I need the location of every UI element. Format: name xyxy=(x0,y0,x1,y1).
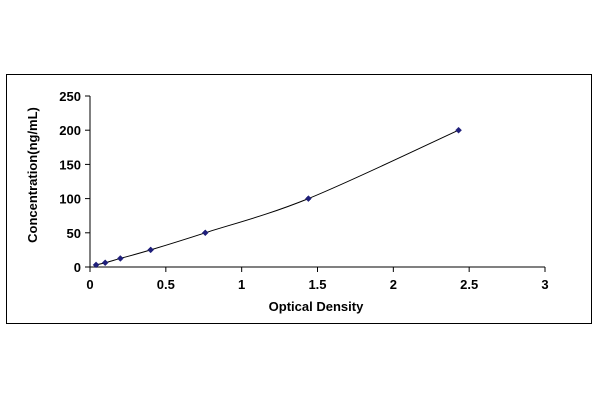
data-point xyxy=(201,229,209,237)
x-tick-label: 2 xyxy=(390,277,397,292)
series-line xyxy=(95,129,459,266)
y-tick-label: 100 xyxy=(59,192,81,207)
y-tick-label: 250 xyxy=(59,89,81,104)
x-tick-label: 0.5 xyxy=(157,277,175,292)
data-point xyxy=(305,195,312,202)
curve-layer xyxy=(95,129,459,266)
x-axis-title: Optical Density xyxy=(269,299,364,314)
data-point xyxy=(101,259,109,267)
x-tick-label: 0 xyxy=(86,277,93,292)
y-axis-title: Concentration(ng/mL) xyxy=(25,107,40,243)
y-tick-label: 50 xyxy=(67,226,81,241)
points-layer xyxy=(92,126,462,269)
y-tick-label: 200 xyxy=(59,123,81,138)
data-point xyxy=(147,246,155,254)
data-point xyxy=(455,126,462,134)
data-point xyxy=(92,261,100,269)
data-point xyxy=(116,255,124,262)
axes: 0 50 100 150 200 250 0 0.5 1 1.5 2 2.5 3 xyxy=(59,89,548,292)
x-tick-label: 2.5 xyxy=(460,277,478,292)
y-tick-label: 0 xyxy=(74,260,81,275)
x-tick-label: 1.5 xyxy=(308,277,326,292)
y-tick-label: 150 xyxy=(59,157,81,172)
chart-frame xyxy=(6,74,592,324)
x-tick-label: 1 xyxy=(238,277,245,292)
x-tick-label: 3 xyxy=(541,277,548,292)
